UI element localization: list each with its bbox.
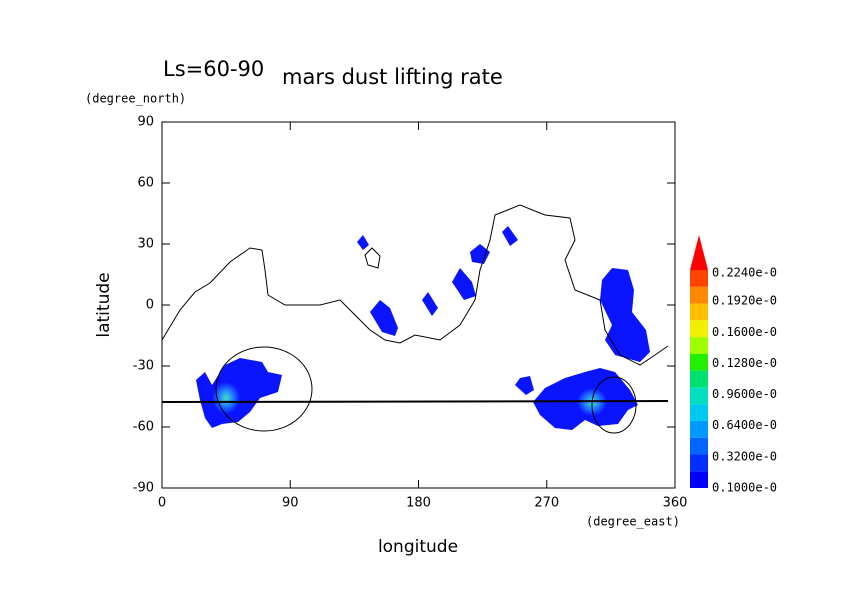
dust-areas [196, 226, 650, 430]
colorbar-arrow [690, 235, 708, 270]
chart-title: mars dust lifting rate [282, 65, 503, 89]
y-tick-label: -30 [133, 359, 154, 374]
colorbar-segment [690, 337, 708, 354]
colorbar-label: 0.3200e-0 [712, 449, 777, 463]
colorbar-label: 0.1600e-0 [712, 325, 777, 339]
colorbar-segment [690, 437, 708, 455]
colorbar-segment [690, 404, 708, 421]
y-tick-label: 60 [137, 176, 154, 191]
colorbar-label: 0.6400e-0 [712, 418, 777, 432]
y-tick-label: 30 [137, 237, 154, 252]
colorbar-segment [690, 454, 708, 472]
x-tick-label: 0 [158, 496, 166, 511]
x-tick-label: 90 [282, 496, 299, 511]
colorbar-segment [690, 270, 708, 287]
colorbar-segment [690, 286, 708, 304]
y-tick-label: -60 [133, 420, 154, 435]
colorbar-label: 0.1280e-0 [712, 356, 777, 370]
colorbar-label: 0.1000e-0 [712, 481, 777, 495]
colorbar-label: 0.2240e-0 [712, 266, 777, 280]
x-tick-label: 180 [406, 496, 431, 511]
colorbar-label: 0.9600e-0 [712, 387, 777, 401]
colorbar-segment [690, 303, 708, 321]
plot-frame [161, 121, 676, 489]
x-units: (degree_east) [586, 515, 680, 529]
x-tick-label: 270 [534, 496, 559, 511]
y-tick-label: -90 [133, 481, 154, 496]
reference-line [161, 400, 669, 403]
colorbar-segment [690, 370, 708, 388]
topography-contours [161, 204, 669, 434]
y-axis-label: latitude [94, 272, 114, 337]
colorbar-segment [690, 320, 708, 338]
colorbar-segment [690, 387, 708, 405]
y-tick-label: 90 [137, 115, 154, 130]
x-axis-label: longitude [378, 537, 458, 557]
y-tick-label: 0 [146, 298, 154, 313]
colorbar-segment [690, 471, 708, 488]
colorbar-segment [690, 420, 708, 438]
x-tick-label: 360 [663, 496, 688, 511]
subtitle: Ls=60-90 [163, 57, 264, 81]
colorbar-segment [690, 353, 708, 371]
colorbar-label: 0.1920e-0 [712, 294, 777, 308]
y-units: (degree_north) [85, 92, 186, 106]
